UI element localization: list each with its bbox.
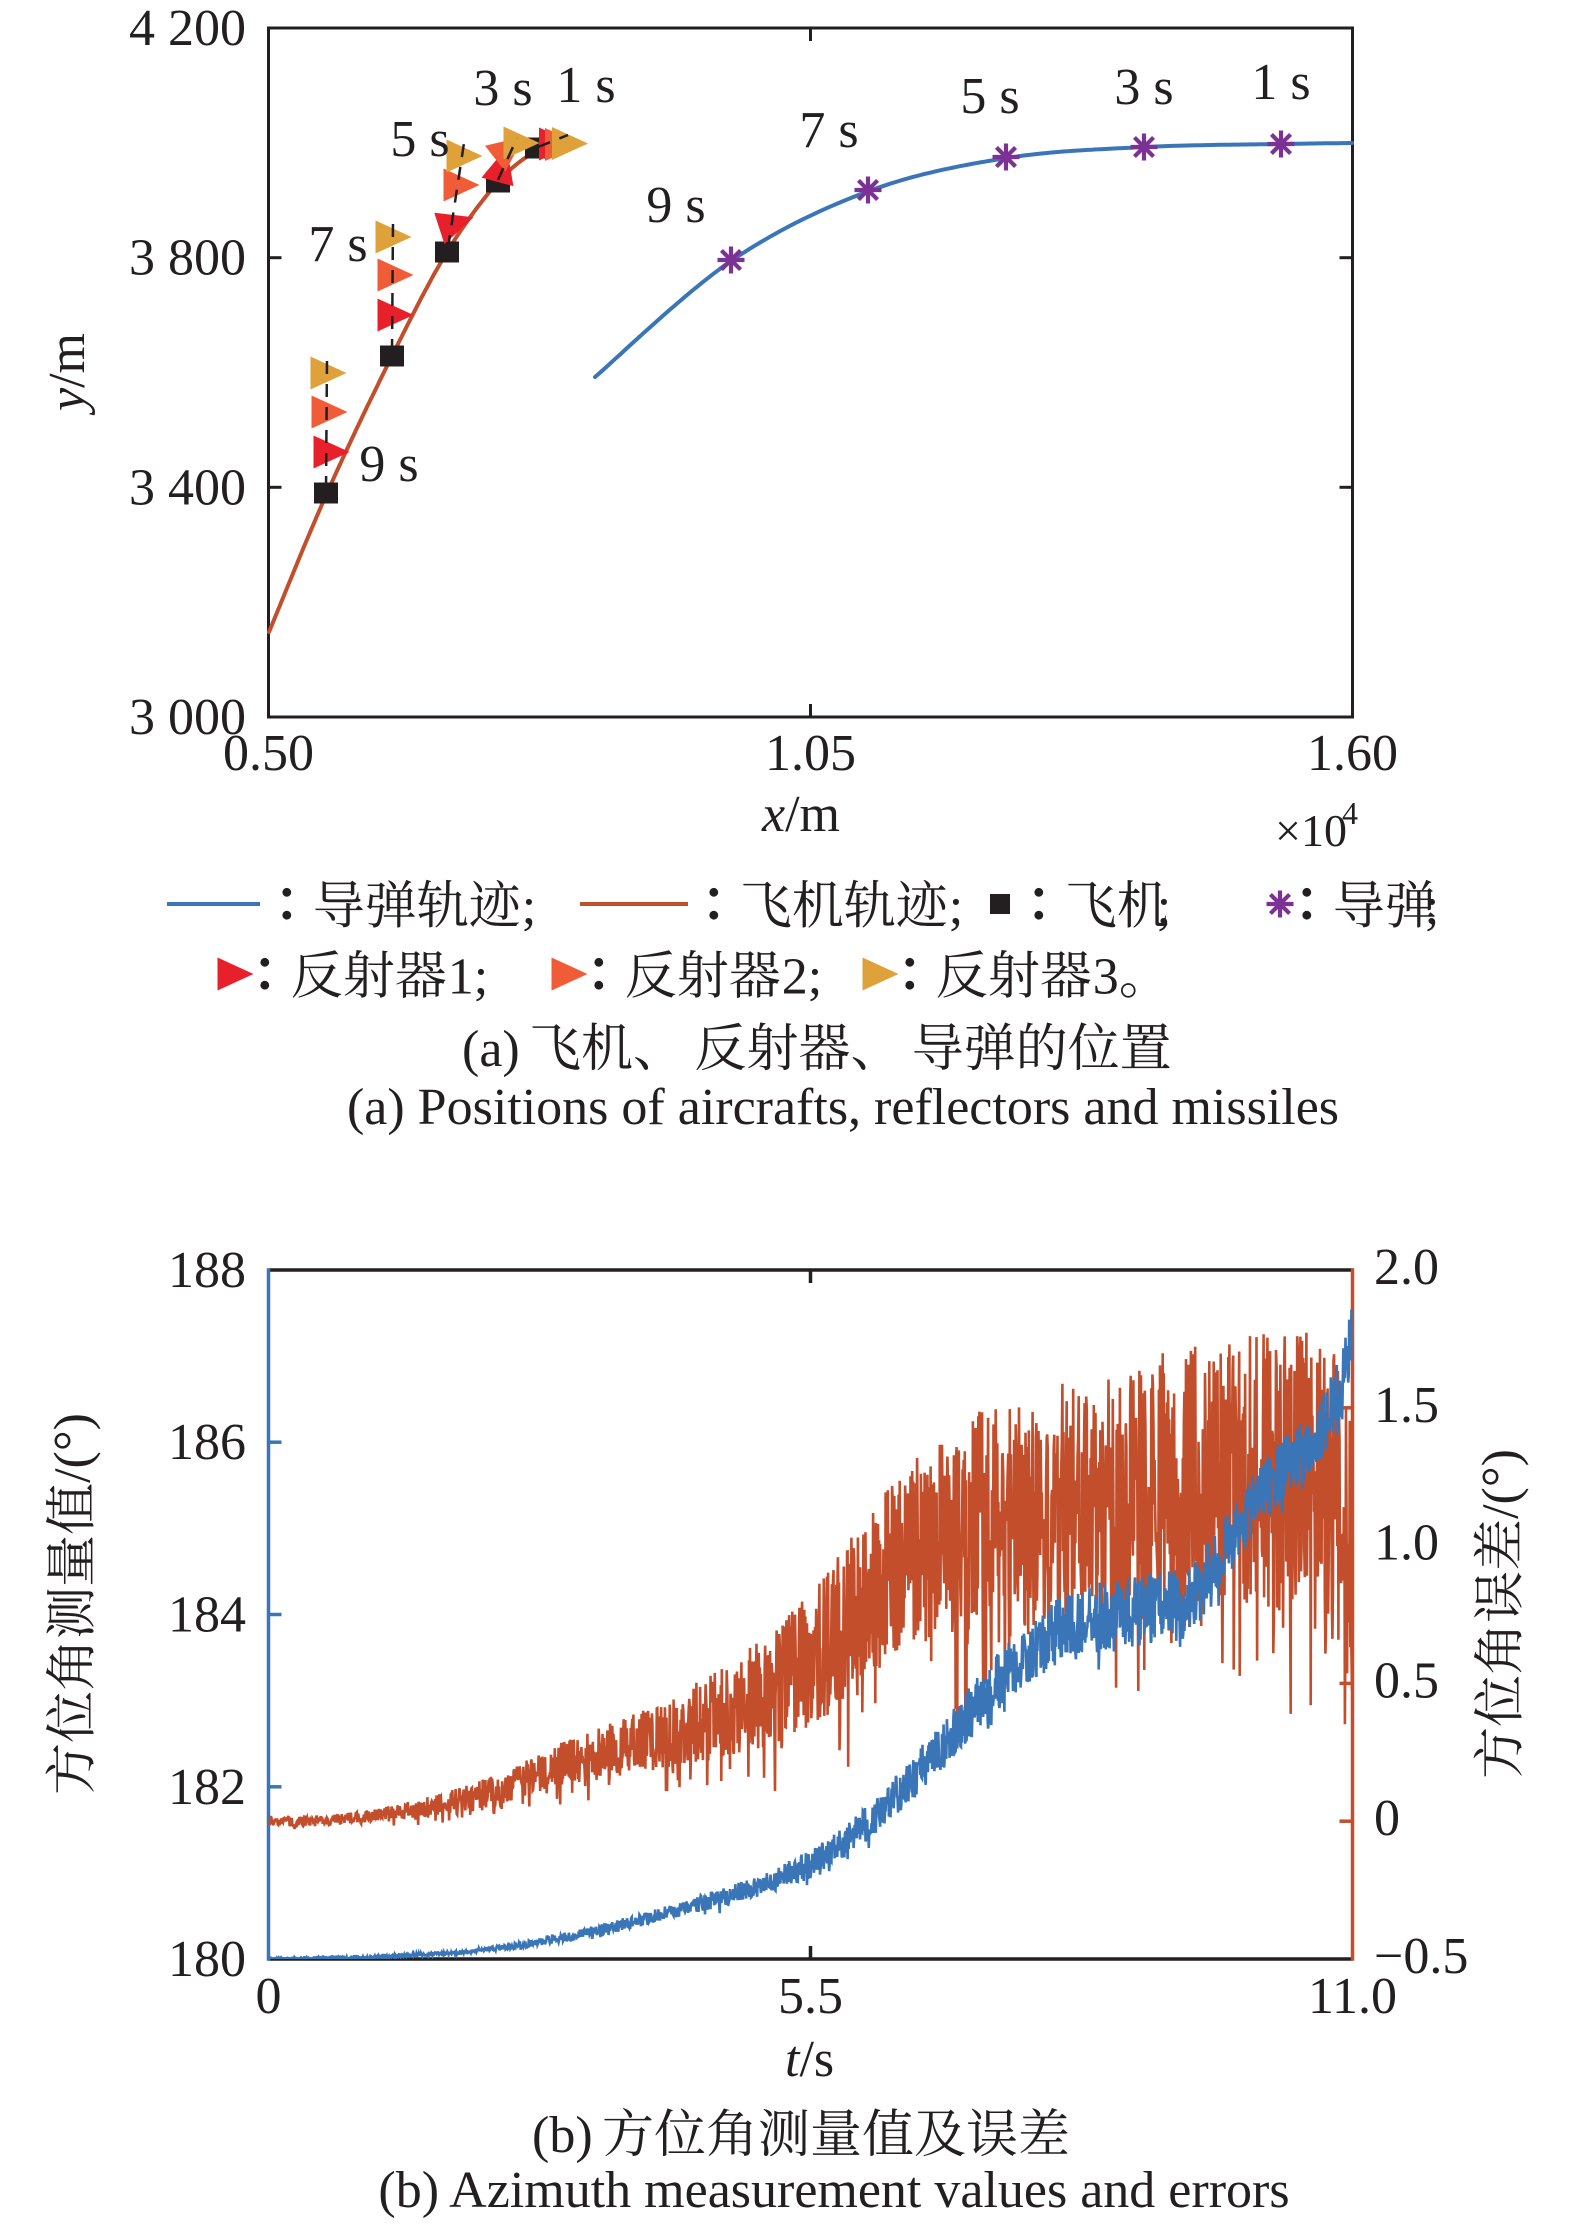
svg-text:(a) Positions of aircrafts, re: (a) Positions of aircrafts, reflectors a… xyxy=(347,1079,1339,1136)
svg-text:×10: ×10 xyxy=(1275,805,1347,856)
svg-text:188: 188 xyxy=(168,1242,246,1299)
svg-text:1.5: 1.5 xyxy=(1374,1377,1439,1434)
svg-text:(b): (b) xyxy=(532,2107,593,2164)
svg-text:1.05: 1.05 xyxy=(765,725,856,782)
svg-text:−0.5: −0.5 xyxy=(1374,1928,1468,1985)
svg-text:1 s: 1 s xyxy=(556,57,615,114)
svg-text:184: 184 xyxy=(168,1587,246,1644)
svg-text:0: 0 xyxy=(1374,1790,1400,1847)
svg-text:5 s: 5 s xyxy=(390,111,449,168)
svg-text:182: 182 xyxy=(168,1759,246,1816)
svg-text:;: ; xyxy=(1425,879,1439,936)
svg-text:1.60: 1.60 xyxy=(1307,725,1398,782)
svg-text:0.50: 0.50 xyxy=(223,725,314,782)
svg-text:0.5: 0.5 xyxy=(1374,1652,1439,1709)
svg-text:1 s: 1 s xyxy=(1251,54,1310,111)
svg-text:1.0: 1.0 xyxy=(1374,1515,1439,1572)
svg-text:4 200: 4 200 xyxy=(129,0,246,57)
svg-text:180: 180 xyxy=(168,1931,246,1988)
svg-text:5 s: 5 s xyxy=(960,68,1019,125)
svg-text:3 000: 3 000 xyxy=(129,689,246,746)
svg-text:0: 0 xyxy=(256,1968,282,2025)
svg-text:7 s: 7 s xyxy=(308,216,367,273)
svg-text:t/s: t/s xyxy=(785,2031,834,2088)
svg-text:;: ; xyxy=(949,879,963,936)
svg-text:11.0: 11.0 xyxy=(1308,1968,1397,2025)
svg-text:4: 4 xyxy=(1342,795,1358,831)
svg-text:2;: 2; xyxy=(782,949,822,1006)
svg-text:1;: 1; xyxy=(448,949,488,1006)
svg-text:;: ; xyxy=(522,879,536,936)
svg-text:9 s: 9 s xyxy=(359,436,418,493)
svg-text:5.5: 5.5 xyxy=(778,1968,843,2025)
svg-text:y/m: y/m xyxy=(39,333,96,416)
svg-text:/(°): /(°) xyxy=(1473,1449,1530,1519)
svg-text:3: 3 xyxy=(1093,949,1119,1006)
svg-text:3 800: 3 800 xyxy=(129,230,246,287)
svg-text:/(°): /(°) xyxy=(45,1413,102,1483)
svg-text:3 s: 3 s xyxy=(473,60,532,117)
svg-text:(b) Azimuth measurement values: (b) Azimuth measurement values and error… xyxy=(378,2162,1289,2219)
svg-text:;: ; xyxy=(1157,879,1171,936)
svg-text:186: 186 xyxy=(168,1414,246,1471)
svg-text:9 s: 9 s xyxy=(646,177,705,234)
svg-text:(a): (a) xyxy=(462,1021,520,1078)
svg-text:7 s: 7 s xyxy=(799,102,858,159)
svg-text:2.0: 2.0 xyxy=(1374,1239,1439,1296)
svg-text:3 400: 3 400 xyxy=(129,459,246,516)
svg-text:3 s: 3 s xyxy=(1114,59,1173,116)
svg-text:x/m: x/m xyxy=(761,786,840,843)
